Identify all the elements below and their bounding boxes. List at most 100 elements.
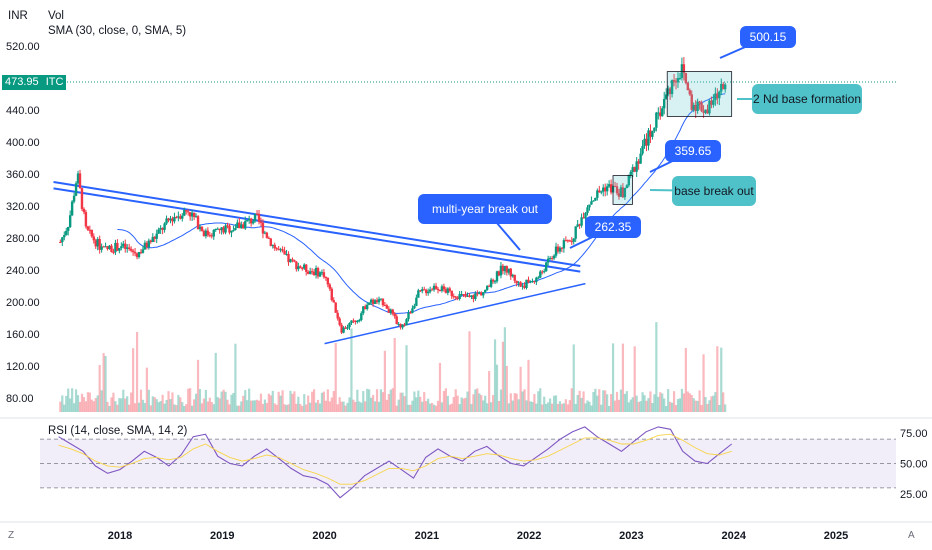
candle-body	[364, 306, 367, 310]
candle-body	[314, 268, 318, 275]
candle-body	[381, 298, 385, 306]
volume-legend[interactable]: Vol	[48, 10, 64, 22]
callout-breakout-text: multi-year break out	[432, 202, 539, 216]
volume-bar	[224, 391, 227, 412]
candle-body	[291, 259, 294, 261]
volume-bar	[261, 403, 265, 412]
candle-body	[94, 240, 97, 247]
volume-bar	[694, 400, 697, 412]
volume-bar	[566, 404, 569, 412]
volume-bar	[503, 327, 506, 412]
candle-body	[80, 188, 84, 209]
candle-body	[67, 227, 70, 231]
volume-bar	[312, 389, 316, 412]
candle-body	[385, 305, 389, 309]
volume-bar	[192, 399, 196, 412]
candle-body	[163, 223, 166, 230]
candle-body	[328, 284, 332, 289]
corner-left[interactable]: Z	[8, 530, 15, 541]
candle-body	[604, 187, 607, 192]
volume-bar	[130, 392, 133, 412]
volume-bar	[631, 397, 634, 412]
candle-body	[525, 279, 528, 288]
candle-body	[564, 240, 568, 242]
callout-500-pointer	[719, 36, 769, 59]
candle-body	[249, 218, 253, 224]
rsi-ma-line	[58, 433, 732, 485]
candle-body	[171, 218, 174, 222]
volume-bar	[344, 405, 347, 412]
candle-body	[446, 288, 450, 293]
candle-body	[267, 237, 271, 239]
candle-body	[118, 248, 121, 251]
candle-body	[529, 281, 532, 283]
candle-body	[417, 290, 420, 298]
volume-bar	[688, 393, 691, 412]
sma-legend[interactable]: SMA (30, close, 0, SMA, 5)	[48, 25, 187, 37]
volume-bar	[106, 401, 109, 412]
volume-bar	[198, 389, 202, 412]
volume-bar	[629, 399, 632, 412]
candle-body	[493, 281, 497, 283]
volume-bar	[350, 328, 353, 412]
candle-body	[210, 235, 213, 237]
y-tick-label-3: 200.00	[6, 297, 40, 309]
candle-body	[678, 77, 682, 79]
candle-body	[409, 312, 412, 314]
candle-body	[651, 131, 654, 137]
candle-body	[454, 296, 457, 298]
candle-body	[242, 224, 245, 229]
volume-bar	[429, 403, 432, 412]
candle-body	[198, 226, 202, 230]
volume-bar	[334, 342, 337, 412]
volume-bar	[669, 401, 672, 412]
volume-bar	[621, 343, 625, 412]
volume-bar	[78, 401, 82, 412]
candle-body	[480, 292, 483, 296]
candle-body	[102, 246, 105, 248]
volume-bar	[373, 401, 377, 412]
candle-body	[395, 316, 398, 325]
volume-bar	[541, 404, 544, 412]
candle-body	[661, 108, 664, 117]
volume-bar	[680, 388, 684, 412]
candle-body	[562, 240, 566, 249]
candle-body	[389, 309, 392, 313]
volume-bar	[484, 395, 487, 412]
volume-bar	[86, 392, 89, 412]
candle-body	[688, 90, 691, 95]
candle-body	[365, 304, 369, 310]
candle-body	[666, 88, 670, 95]
candle-body	[369, 299, 373, 303]
volume-bar	[145, 367, 148, 412]
volume-bar	[696, 400, 699, 412]
volume-bar	[495, 364, 499, 412]
candle-body	[694, 104, 697, 111]
candle-body	[175, 217, 178, 219]
rsi-tick-label-0: 25.00	[900, 489, 928, 501]
volume-bar	[531, 401, 534, 412]
volume-bar	[112, 392, 115, 412]
volume-bar	[137, 402, 141, 412]
volume-bar	[297, 396, 300, 412]
volume-bar	[712, 395, 715, 412]
candle-body	[120, 246, 123, 249]
candle-body	[546, 258, 550, 263]
candle-body	[598, 190, 601, 193]
volume-bar	[165, 399, 168, 412]
candle-body	[226, 225, 229, 227]
candle-body	[670, 80, 674, 95]
candle-body	[116, 242, 119, 251]
corner-right[interactable]: A	[908, 530, 915, 541]
rsi-legend[interactable]: RSI (14, close, SMA, 14, 2)	[48, 425, 188, 437]
trendlines	[53, 181, 586, 345]
volume-bar	[572, 344, 575, 412]
volume-bar	[578, 390, 581, 412]
candle-body	[86, 226, 90, 230]
candle-body	[706, 109, 709, 114]
volume-bar	[556, 403, 560, 412]
volume-bar	[633, 346, 636, 412]
candle-body	[308, 271, 312, 274]
volume-bar	[173, 404, 176, 412]
